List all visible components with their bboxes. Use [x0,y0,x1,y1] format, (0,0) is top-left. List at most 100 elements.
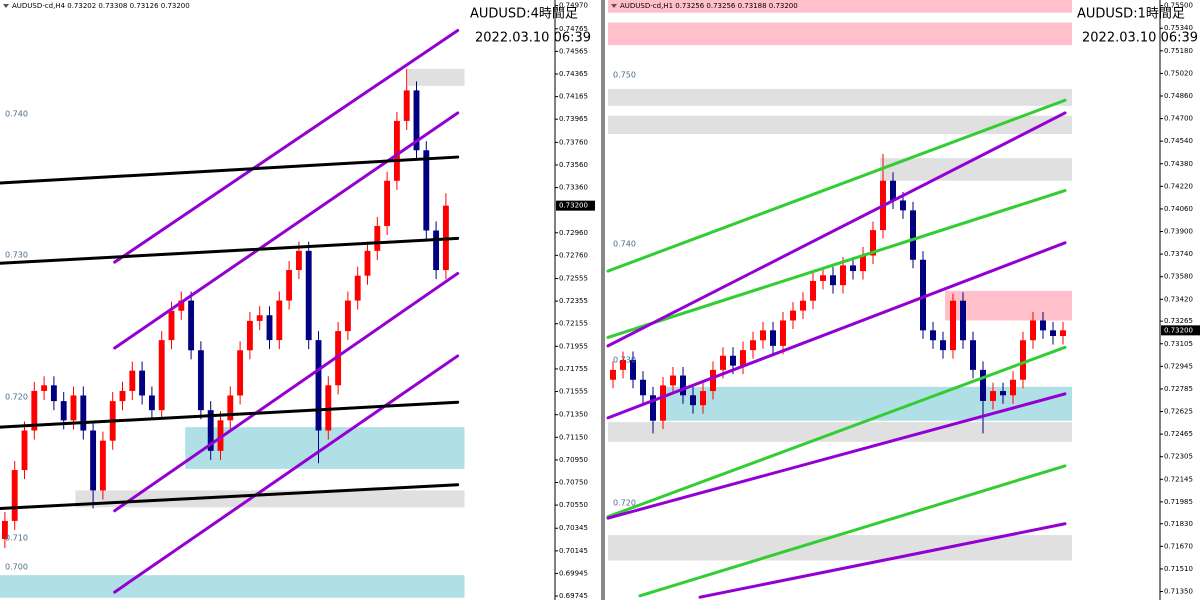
candle-body [50,385,57,402]
y-tick-label: 0.73900 [1164,228,1193,236]
y-tick-label: 0.72785 [1164,385,1193,393]
zone [608,535,1072,561]
level-label: 0.740 [5,110,28,119]
zone [407,68,465,86]
trendline [606,392,1067,520]
candle-body [970,340,976,370]
y-tick-label: 0.72555 [559,275,588,283]
candle-body [384,180,391,226]
candle-body [930,330,936,341]
candle-body [630,360,636,380]
y-tick-label: 0.74060 [1164,205,1193,213]
y-tick-label: 0.74765 [559,25,588,33]
menu-arrow [3,4,9,8]
zone [608,115,1072,135]
candle-body [335,331,342,386]
candle-body [960,300,966,341]
candle-body [70,395,77,421]
candle-body [237,350,244,396]
y-tick-label: 0.73560 [559,161,588,169]
candle-body [286,270,293,301]
candle-body [840,265,846,286]
candle-body [1050,330,1056,336]
candle-body [315,340,322,431]
y-tick-label: 0.72145 [1164,475,1193,483]
candle-body [610,369,616,380]
level-label: 0.740 [613,240,636,249]
level-label: 0.720 [613,499,636,508]
y-tick-label: 0.73360 [559,184,588,192]
trendline [606,189,1067,339]
level-label: 0.750 [613,71,636,80]
trendline [0,155,460,185]
trendline [113,354,460,594]
candle-body [790,310,796,321]
price-marker [1161,325,1200,336]
trendline [606,111,1067,348]
candle-body [413,90,420,151]
candle-body [433,230,440,271]
candle-body [870,230,876,256]
candle-body [276,300,283,341]
candle-body [295,250,302,271]
candle-body [41,385,48,391]
y-tick-label: 0.71350 [1164,588,1193,596]
candle-body [900,200,906,211]
y-tick-label: 0.74165 [559,93,588,101]
y-tick-label: 0.74220 [1164,182,1193,190]
zone [608,88,1072,106]
y-tick-label: 0.74860 [1164,92,1193,100]
candle-body [1030,320,1036,341]
y-tick-label: 0.74700 [1164,115,1193,123]
y-tick-label: 0.70145 [559,547,588,555]
y-tick-label: 0.73105 [1164,340,1193,348]
y-tick-label: 0.75500 [1164,2,1193,10]
candle-body [148,395,155,411]
candle-body [890,180,896,201]
price-label: 0.73200 [559,202,588,210]
candle-body [730,355,736,366]
candle-body [810,280,816,301]
price-label: 0.73200 [1164,326,1193,334]
candle-body [800,300,806,311]
y-tick-label: 0.72465 [1164,430,1193,438]
y-tick-label: 0.71955 [559,342,588,350]
y-tick-label: 0.71555 [559,388,588,396]
level-label: 0.700 [5,563,28,572]
y-tick-label: 0.73740 [1164,250,1193,258]
candle-body [139,370,146,396]
zone [0,575,465,598]
candle-body [256,315,263,321]
zone [945,290,1072,321]
candle-body [119,390,126,402]
candle-body [760,330,766,341]
trendline [606,345,1067,519]
candle-body [266,315,273,341]
candle-body [920,259,926,331]
candle-body [31,390,38,431]
candle-body [640,379,646,396]
candle-body [700,391,706,406]
level-label: 0.730 [5,251,28,260]
y-tick-label: 0.73580 [1164,273,1193,281]
candle-body [710,369,716,392]
y-tick-label: 0.71985 [1164,498,1193,506]
trendline [638,464,1067,598]
candle-body [770,330,776,346]
y-tick-label: 0.71350 [559,411,588,419]
candle-body [980,369,986,401]
y-tick-label: 0.69945 [559,569,588,577]
candle-body [90,430,97,491]
y-tick-label: 0.72960 [559,229,588,237]
candle-body [1040,320,1046,331]
candle-body [227,395,234,421]
candle-body [660,385,666,421]
trendline [698,522,1067,599]
candle-body [217,420,224,451]
y-tick-label: 0.71150 [559,433,588,441]
candle-body [158,340,165,411]
candle-body [940,340,946,351]
candle-body [690,395,696,406]
